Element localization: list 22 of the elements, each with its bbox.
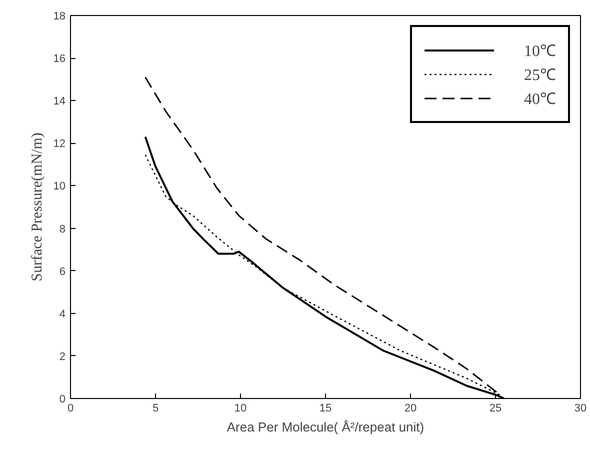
x-tick-label: 30 <box>574 402 587 414</box>
x-tick-label: 10 <box>234 402 247 414</box>
y-tick-label: 14 <box>53 96 66 108</box>
y-tick-label: 0 <box>59 394 66 406</box>
y-tick-label: 6 <box>59 266 66 278</box>
x-tick-label: 20 <box>404 402 417 414</box>
y-tick-label: 16 <box>53 53 66 66</box>
x-axis-title: Area Per Molecule( Å²/repeat unit) <box>226 420 424 434</box>
y-tick-label: 12 <box>53 138 66 150</box>
y-tick-label: 4 <box>59 308 66 320</box>
y-tick-label: 2 <box>59 350 66 363</box>
legend-label: 25℃ <box>524 66 556 85</box>
y-axis-title: Surface Pressure(mN/m) <box>29 132 46 282</box>
legend-label: 10℃ <box>524 42 556 61</box>
x-tick-label: 0 <box>67 402 74 414</box>
y-tick-label: 10 <box>53 180 66 193</box>
y-tick-label: 18 <box>53 10 66 22</box>
x-tick-label: 5 <box>152 402 159 414</box>
x-tick-label: 25 <box>489 402 502 414</box>
legend-label: 40℃ <box>524 90 556 109</box>
y-tick-label: 8 <box>59 223 66 236</box>
x-tick-label: 15 <box>319 402 332 414</box>
